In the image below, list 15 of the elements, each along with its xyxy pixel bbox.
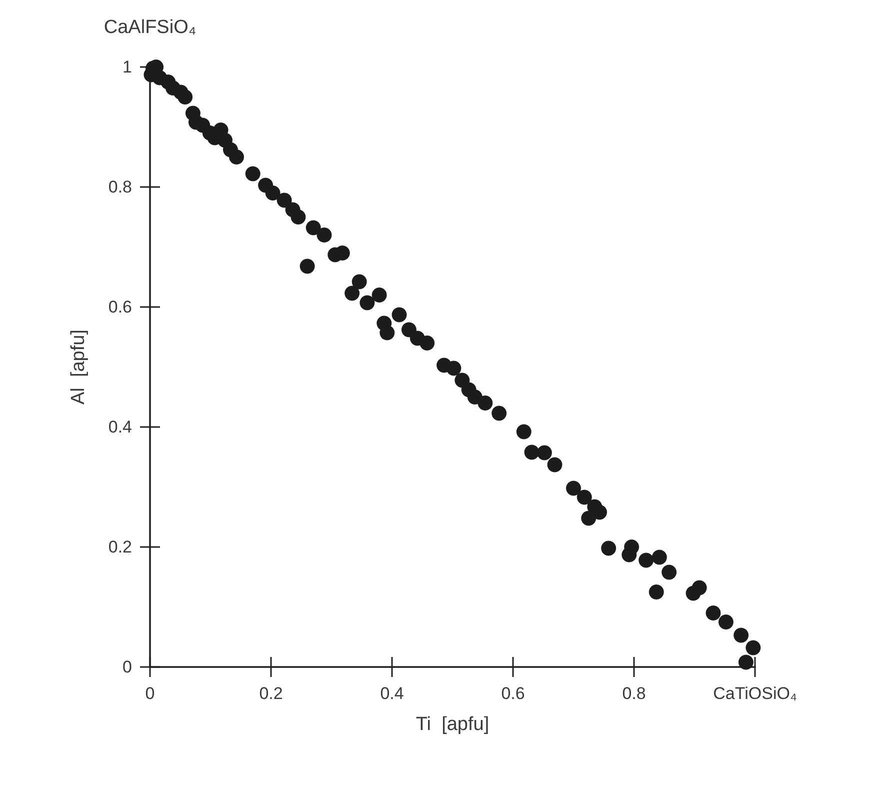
x-tick-label: 0.4	[380, 684, 404, 703]
y-tick-label: 0	[122, 658, 132, 676]
y-tick-label: 0.6	[108, 298, 132, 316]
x-tick-label: CaTiOSiO₄	[713, 684, 797, 703]
annotation: CaAlFSiO₄	[104, 17, 196, 38]
y-tick-label: 0.8	[108, 178, 132, 196]
x-tick-label: 0.6	[501, 684, 525, 703]
y-tick-label: 1	[122, 58, 132, 76]
y-tick-label: 0.2	[108, 538, 132, 556]
x-tick-label: 0.2	[259, 684, 283, 703]
x-tick-label: 0.8	[622, 684, 646, 703]
y-axis-title: Al [apfu]	[68, 330, 89, 404]
x-axis-title: Ti [apfu]	[416, 714, 490, 735]
x-tick-label: 0	[145, 684, 155, 703]
y-tick-label: 0.4	[108, 418, 132, 436]
